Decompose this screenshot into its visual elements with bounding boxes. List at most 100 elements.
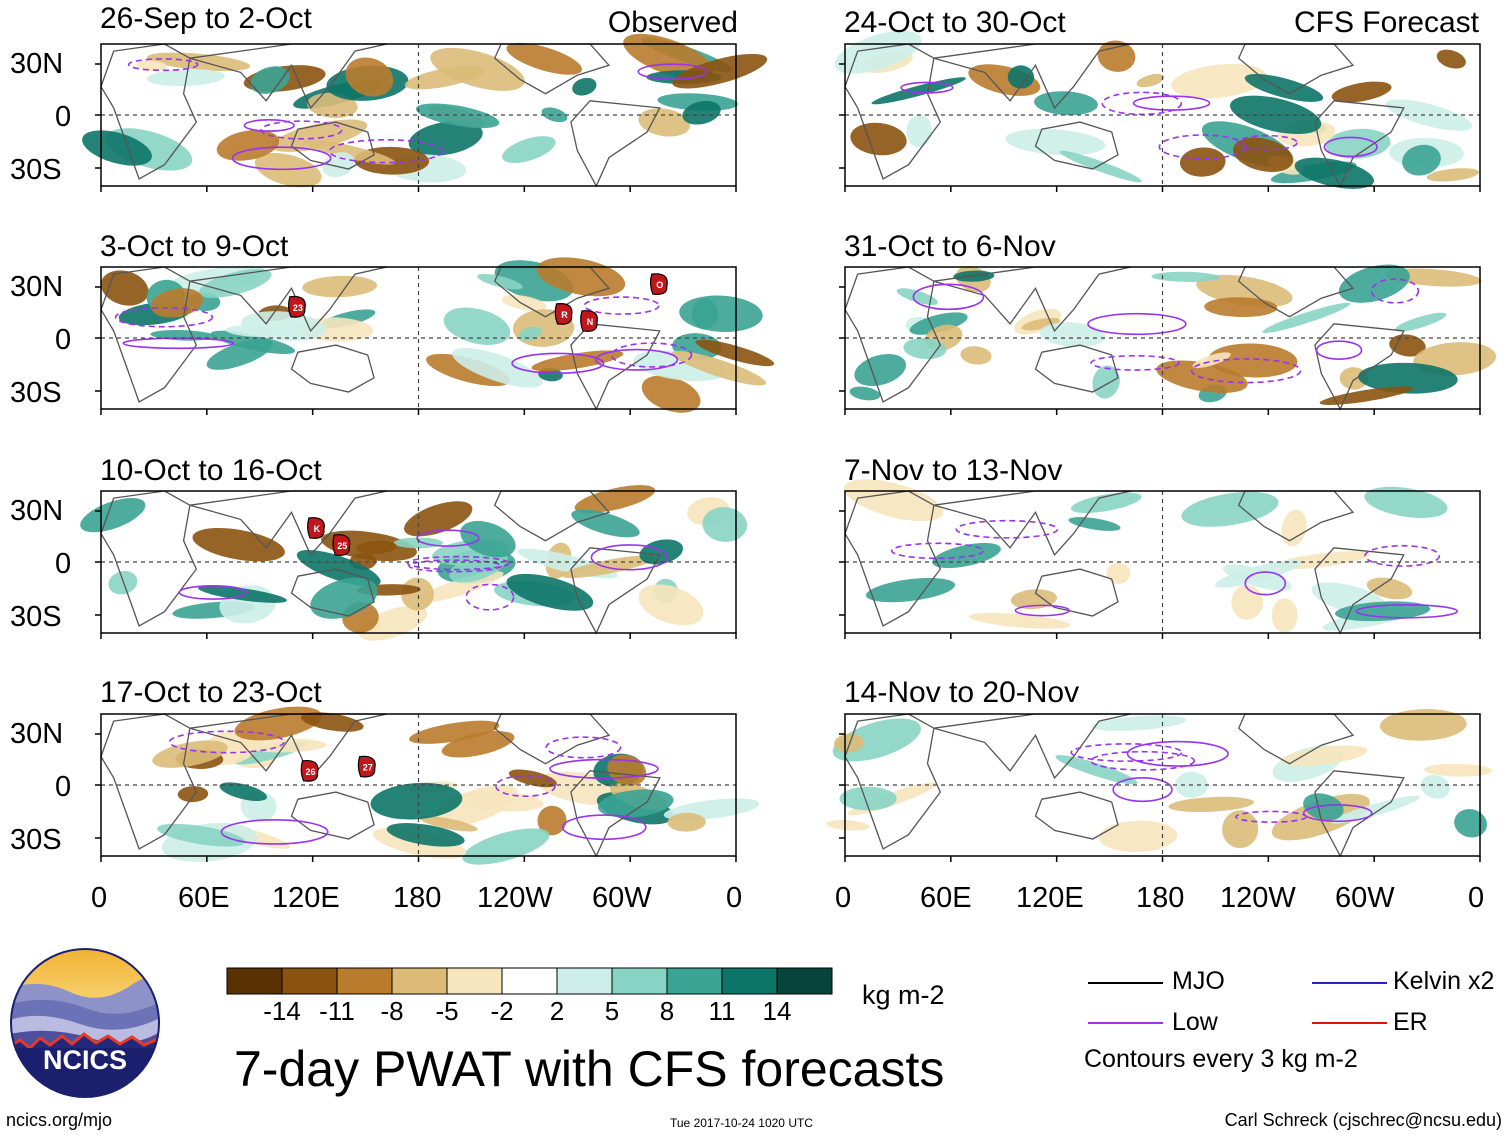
- storm-icon: [287, 295, 306, 318]
- legend-line-low: [1088, 1022, 1163, 1024]
- dry-anomaly: [1136, 73, 1165, 88]
- moist-anomaly: [449, 550, 508, 583]
- dry-anomaly: [441, 731, 515, 758]
- moist-anomaly: [1364, 486, 1448, 518]
- dry-anomaly: [417, 571, 504, 604]
- coastline: [1237, 713, 1355, 765]
- colorbar-swatch: [776, 967, 833, 995]
- coastline: [844, 266, 942, 403]
- moist-anomaly: [1303, 793, 1344, 821]
- low-contour: [1132, 95, 1211, 111]
- dry-anomaly: [1192, 352, 1231, 369]
- legend-note: Contours every 3 kg m-2: [1084, 1045, 1358, 1073]
- colorbar-swatch: [391, 967, 448, 995]
- forecast-map-panel-4: [826, 709, 1493, 862]
- moist-anomaly: [1055, 755, 1138, 785]
- low-contour: [1364, 544, 1441, 567]
- low-contour: [114, 306, 214, 328]
- panel-title-obs-3: 10-Oct to 16-Oct: [100, 454, 322, 487]
- coastline: [1314, 770, 1405, 858]
- coastline: [570, 547, 661, 635]
- lat-label-30n: 30N: [10, 495, 64, 527]
- figure-title: 7-day PWAT with CFS forecasts: [234, 1041, 945, 1097]
- dry-anomaly: [1379, 709, 1467, 741]
- storm-label: 23: [293, 303, 303, 313]
- dry-anomaly: [508, 769, 557, 788]
- colorbar-label: -8: [380, 996, 404, 1026]
- moist-anomaly: [682, 100, 721, 125]
- dry-anomaly: [1233, 137, 1294, 172]
- moist-anomaly: [1070, 492, 1142, 513]
- moist-anomaly: [1214, 560, 1302, 588]
- dry-anomaly: [574, 485, 656, 513]
- dry-anomaly: [136, 60, 168, 71]
- colorbar-label: -11: [319, 996, 355, 1026]
- moist-anomaly: [896, 288, 939, 305]
- storm-marker: N: [580, 310, 598, 332]
- dry-anomaly: [303, 139, 396, 165]
- moist-anomaly: [571, 509, 640, 538]
- low-contour: [1370, 278, 1420, 304]
- forecast-map-panel-3: [839, 479, 1481, 639]
- low-contour: [1090, 750, 1196, 771]
- coastline: [844, 490, 942, 627]
- dry-anomaly: [1222, 810, 1259, 849]
- dry-anomaly: [826, 820, 870, 831]
- low-contour: [122, 337, 235, 350]
- low-contour: [243, 119, 295, 132]
- lat-label-30s: 30S: [10, 154, 62, 186]
- colorbar-swatch: [281, 967, 338, 995]
- footer-timestamp: Tue 2017-10-24 1020 UTC: [670, 1116, 813, 1130]
- moist-anomaly: [541, 107, 568, 123]
- dry-anomaly: [695, 339, 775, 367]
- coastline: [1237, 490, 1355, 542]
- dry-anomaly: [192, 527, 285, 562]
- low-contour: [220, 819, 329, 845]
- low-contour: [1355, 604, 1458, 619]
- dry-anomaly: [1010, 589, 1057, 610]
- low-contour: [408, 559, 503, 573]
- low-contour: [1014, 604, 1071, 617]
- storm-marker: O: [649, 273, 668, 295]
- dry-anomaly: [1097, 40, 1136, 72]
- lat-label-30n: 30N: [10, 718, 64, 750]
- storm-icon: [332, 534, 351, 556]
- moist-anomaly: [80, 497, 146, 533]
- dry-anomaly: [1319, 386, 1413, 405]
- colorbar-swatch: [501, 967, 558, 995]
- dry-anomaly: [641, 375, 701, 413]
- moist-anomaly: [502, 136, 556, 163]
- dry-anomaly: [457, 790, 544, 812]
- low-contour: [583, 296, 660, 315]
- low-contour: [495, 774, 556, 798]
- ncics-logo: NCICS: [10, 948, 160, 1098]
- dry-anomaly: [506, 42, 583, 75]
- dry-anomaly: [1179, 147, 1226, 177]
- moist-anomaly: [370, 782, 463, 820]
- low-contour: [1190, 358, 1302, 384]
- low-contour: [416, 529, 480, 547]
- dry-anomaly: [419, 816, 478, 832]
- coastline: [570, 100, 661, 188]
- observed-map-panel-4: [95, 706, 760, 865]
- colorbar-label: 2: [549, 996, 565, 1026]
- colorbar-label: 8: [659, 996, 675, 1026]
- moist-anomaly: [1294, 157, 1375, 189]
- dry-anomaly: [1271, 598, 1298, 633]
- moist-anomaly: [443, 307, 511, 345]
- coastline: [1237, 43, 1355, 95]
- low-contour: [465, 583, 515, 611]
- moist-anomaly: [219, 782, 268, 801]
- low-contour: [912, 283, 985, 311]
- panel-title-obs-1: 26-Sep to 2-Oct: [100, 2, 312, 35]
- moist-anomaly: [1068, 517, 1121, 531]
- colorbar-label: 5: [604, 996, 620, 1026]
- low-contour: [178, 584, 248, 600]
- footer-url[interactable]: ncics.org/mjo: [6, 1110, 113, 1130]
- moist-anomaly: [865, 577, 956, 603]
- lon-label-120e: 120E: [272, 882, 340, 914]
- moist-anomaly: [408, 120, 483, 156]
- coastline: [1034, 344, 1119, 393]
- lat-label-eq: 0: [55, 548, 72, 580]
- low-contour: [1112, 776, 1173, 803]
